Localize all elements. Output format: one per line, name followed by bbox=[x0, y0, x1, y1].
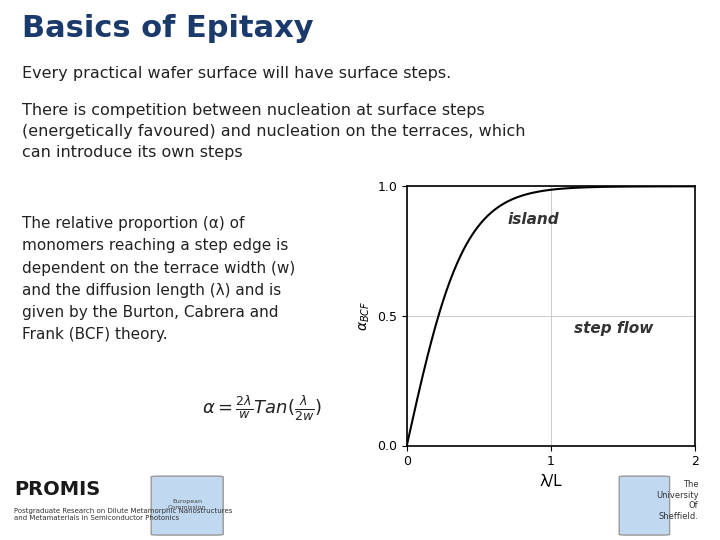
Y-axis label: $\alpha_{BCF}$: $\alpha_{BCF}$ bbox=[357, 301, 372, 331]
Text: The relative proportion (α) of
monomers reaching a step edge is
dependent on the: The relative proportion (α) of monomers … bbox=[22, 216, 295, 342]
Text: island: island bbox=[508, 212, 559, 227]
Text: Every practical wafer surface will have surface steps.: Every practical wafer surface will have … bbox=[22, 66, 451, 81]
FancyBboxPatch shape bbox=[619, 476, 670, 535]
Text: $\alpha = \frac{2\lambda}{w} Tan(\frac{\lambda}{2w})$: $\alpha = \frac{2\lambda}{w} Tan(\frac{\… bbox=[202, 394, 322, 423]
Text: The
University
Of
Sheffield.: The University Of Sheffield. bbox=[656, 481, 698, 521]
Text: European
Commission: European Commission bbox=[168, 500, 207, 510]
Text: There is competition between nucleation at surface steps
(energetically favoured: There is competition between nucleation … bbox=[22, 103, 525, 160]
X-axis label: λ/L: λ/L bbox=[539, 474, 562, 489]
Text: Basics of Epitaxy: Basics of Epitaxy bbox=[22, 14, 313, 43]
Text: step flow: step flow bbox=[574, 321, 653, 336]
FancyBboxPatch shape bbox=[151, 476, 223, 535]
Text: PROMIS: PROMIS bbox=[14, 481, 101, 500]
Text: Postgraduate Research on Dilute Metamorphic Nanostructures
and Metamaterials in : Postgraduate Research on Dilute Metamorp… bbox=[14, 509, 233, 522]
